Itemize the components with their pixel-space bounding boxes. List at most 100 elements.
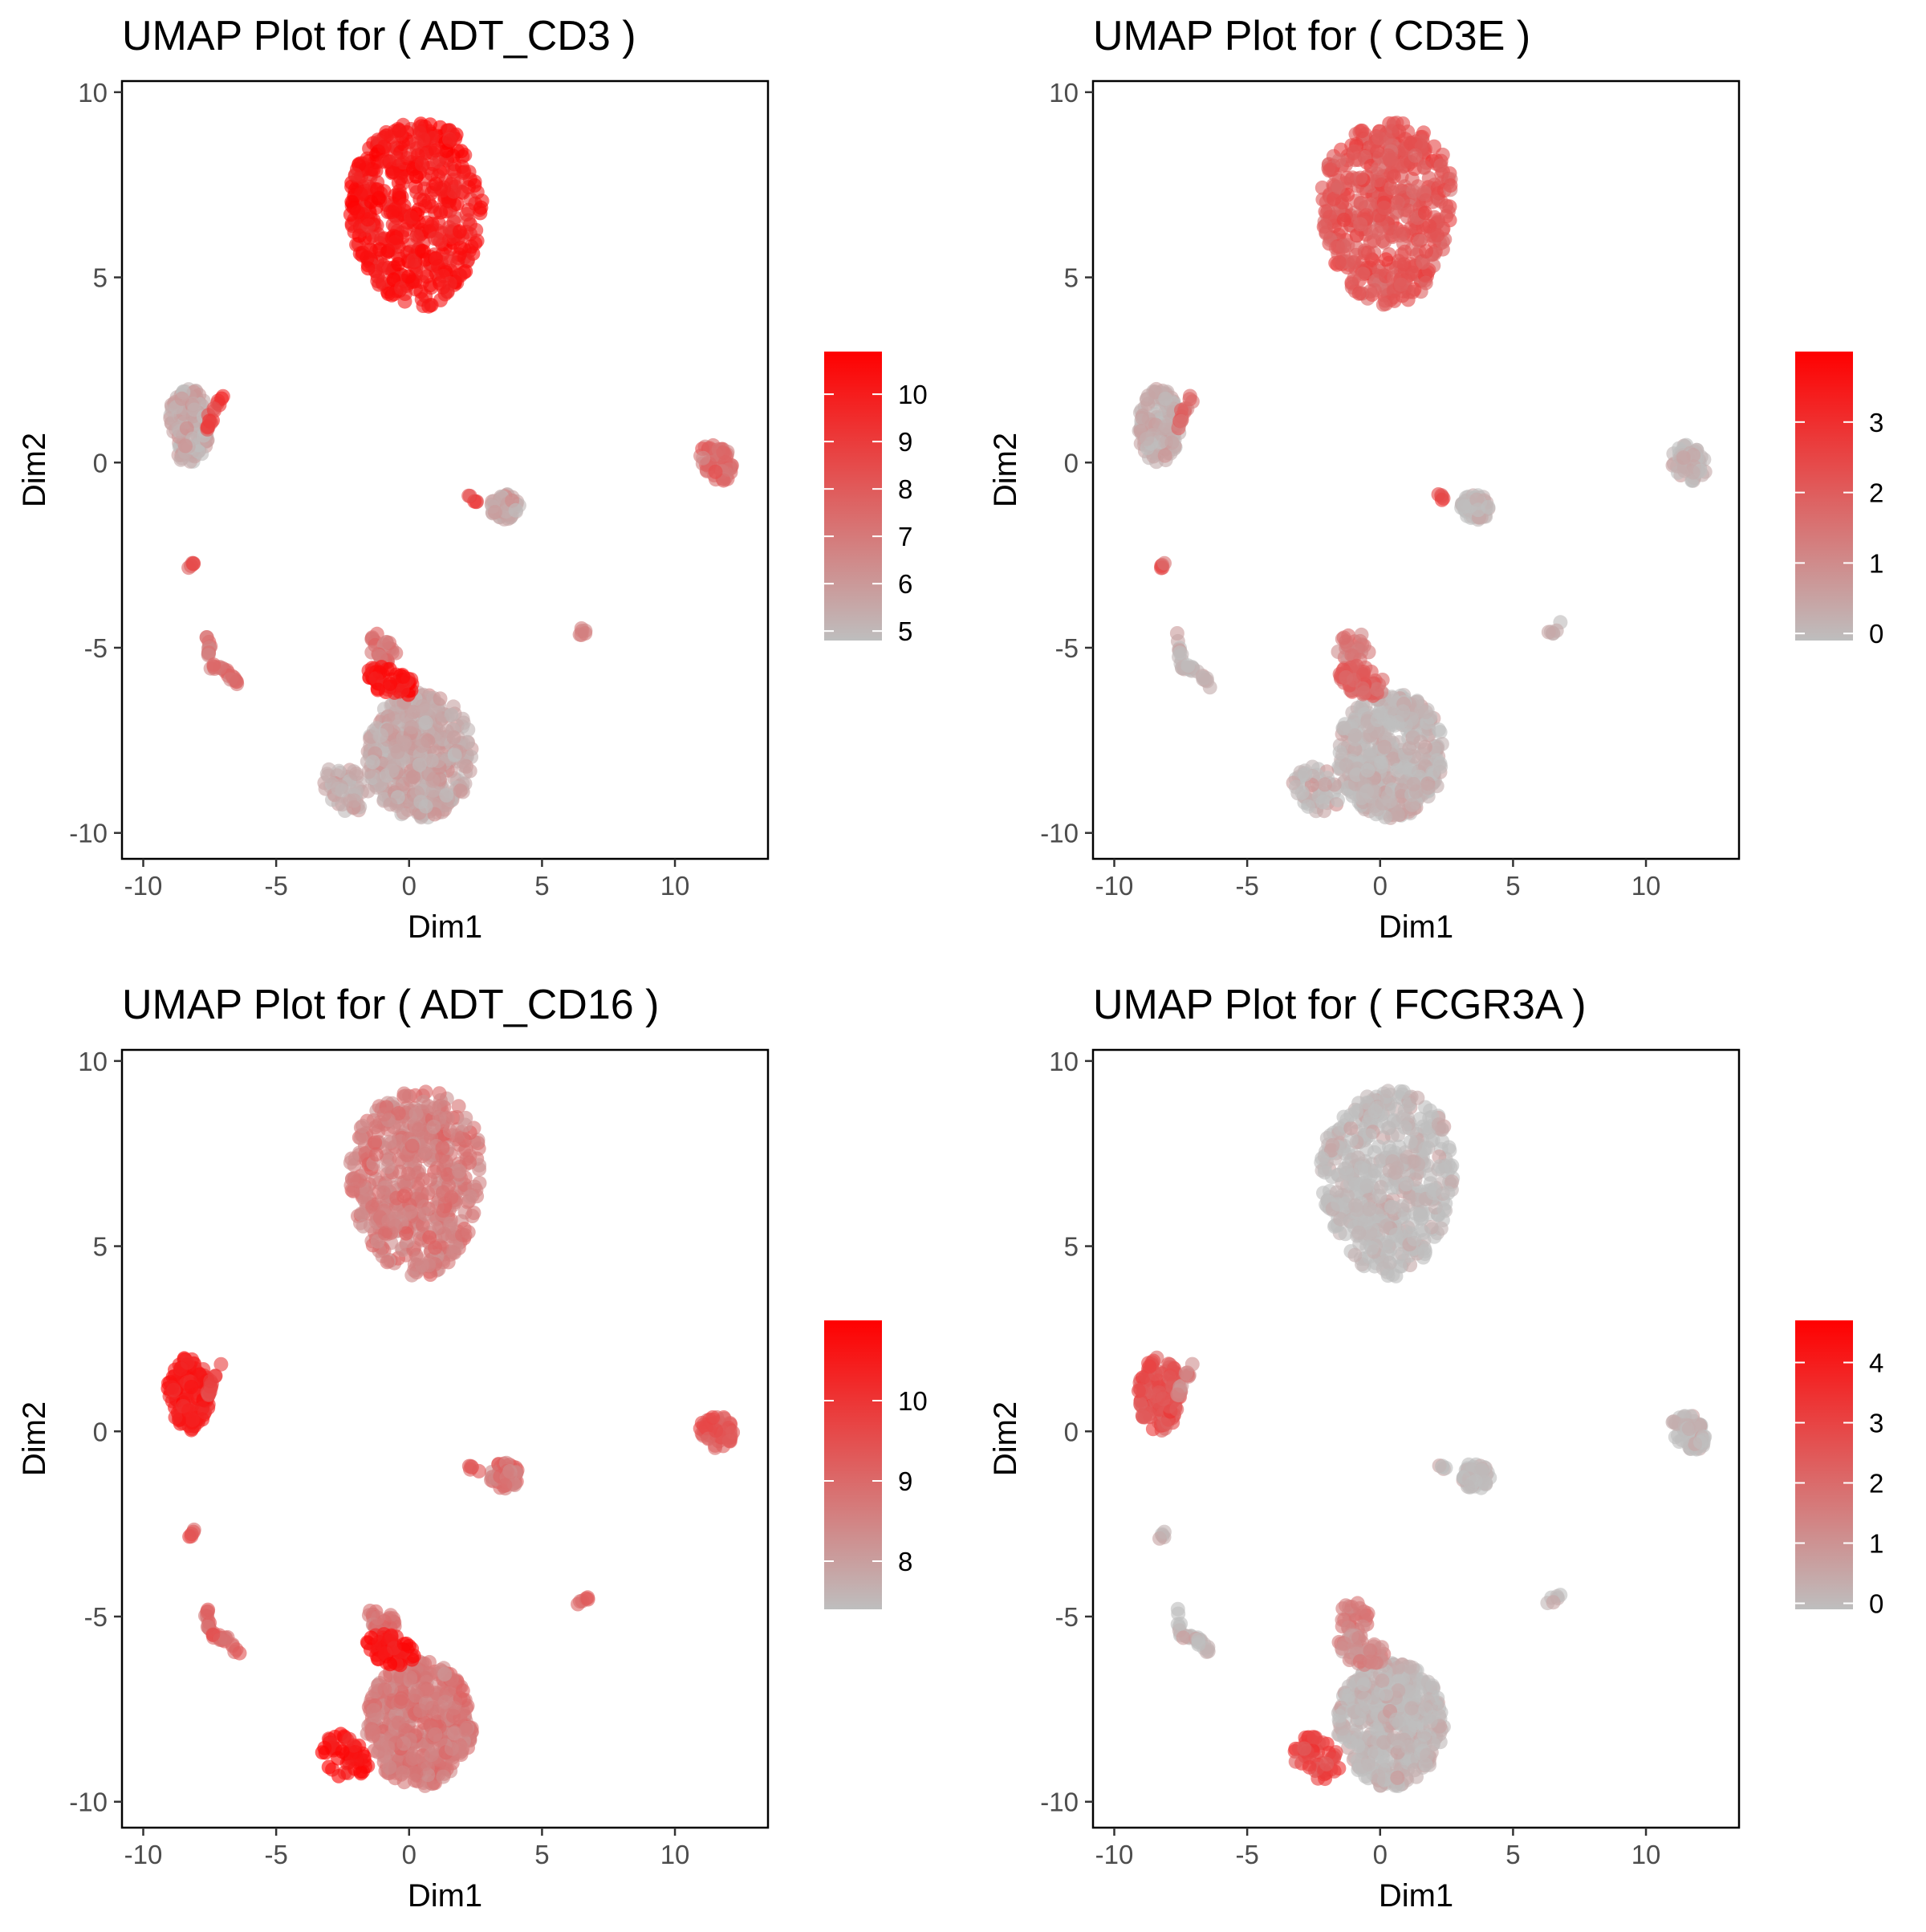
point	[392, 184, 407, 198]
point	[459, 1723, 473, 1737]
point	[445, 1742, 459, 1756]
point	[1367, 283, 1382, 298]
point	[356, 1219, 371, 1234]
cluster-bottom-cap	[360, 1627, 421, 1672]
point	[1417, 160, 1432, 174]
legend-tick-label: 6	[898, 569, 912, 599]
point	[1377, 201, 1392, 215]
x-tick-label: 10	[1631, 871, 1661, 901]
cluster-top	[343, 116, 490, 314]
cluster-dot-right	[1542, 615, 1568, 641]
point	[409, 136, 424, 151]
point	[1416, 187, 1431, 201]
point	[1376, 297, 1391, 311]
point	[1377, 740, 1392, 754]
y-tick-label: 0	[1064, 448, 1079, 478]
cluster-small-left	[1154, 556, 1172, 576]
point	[1301, 799, 1315, 814]
point	[1329, 241, 1343, 255]
point	[404, 720, 419, 734]
point	[1356, 667, 1371, 681]
point	[436, 1141, 450, 1155]
point	[1387, 169, 1401, 184]
point	[371, 1611, 385, 1625]
point	[1396, 116, 1410, 131]
point	[721, 462, 736, 477]
point	[1180, 658, 1195, 673]
chart-title: UMAP Plot for ( ADT_CD3 )	[122, 13, 636, 59]
point	[1316, 795, 1331, 809]
point	[413, 1703, 428, 1718]
point	[1164, 435, 1179, 449]
y-tick-label: 5	[93, 263, 108, 293]
point	[437, 1226, 452, 1241]
point	[1337, 631, 1351, 645]
legend-tick-label: 9	[898, 1466, 912, 1496]
point	[1394, 278, 1408, 292]
point	[387, 759, 401, 773]
point	[441, 1178, 456, 1193]
point	[384, 1608, 398, 1622]
point	[1332, 255, 1347, 270]
legend-tick-label: 8	[898, 1547, 912, 1576]
y-axis-label: Dim2	[17, 433, 52, 507]
cluster-bottom-cap	[1333, 659, 1390, 703]
point	[443, 133, 457, 148]
point	[229, 674, 243, 689]
y-tick-label: -10	[69, 819, 108, 848]
point	[206, 657, 221, 672]
point	[580, 1590, 595, 1605]
point	[420, 1684, 434, 1698]
chart-title: UMAP Plot for ( ADT_CD16 )	[122, 982, 659, 1028]
point	[1402, 741, 1416, 755]
x-tick-label: -10	[124, 871, 163, 901]
point	[405, 210, 420, 225]
point	[429, 143, 443, 157]
point	[1432, 722, 1446, 737]
cluster-right	[1666, 438, 1713, 488]
point	[1174, 414, 1189, 429]
y-tick-label: 0	[93, 1417, 108, 1446]
x-axis-label: Dim1	[1379, 909, 1453, 945]
point	[426, 1120, 441, 1134]
point	[371, 1124, 385, 1138]
point	[321, 769, 335, 783]
legend-tick-label: 8	[898, 474, 912, 504]
point	[377, 140, 392, 154]
point	[446, 1245, 461, 1259]
point	[440, 724, 454, 738]
point	[1370, 682, 1384, 697]
point	[1391, 195, 1405, 209]
y-axis-label: Dim2	[17, 1401, 52, 1476]
point	[396, 1765, 410, 1779]
point	[396, 669, 410, 684]
legend-tick-label: 0	[1869, 619, 1883, 649]
point	[433, 1093, 448, 1108]
point	[403, 1205, 417, 1219]
point	[1434, 167, 1449, 181]
point	[388, 201, 402, 216]
point	[364, 645, 379, 660]
legend-tick-label: 3	[1869, 408, 1883, 437]
point	[377, 1682, 392, 1697]
point	[200, 420, 214, 434]
point	[1405, 798, 1420, 812]
cluster-mid	[1454, 488, 1495, 527]
points-layer	[1132, 116, 1713, 825]
point	[416, 699, 430, 714]
point	[349, 767, 364, 781]
point	[165, 1381, 179, 1395]
x-tick-label: -10	[1095, 871, 1134, 901]
point	[347, 793, 361, 807]
point	[709, 1423, 723, 1438]
point	[415, 157, 429, 172]
